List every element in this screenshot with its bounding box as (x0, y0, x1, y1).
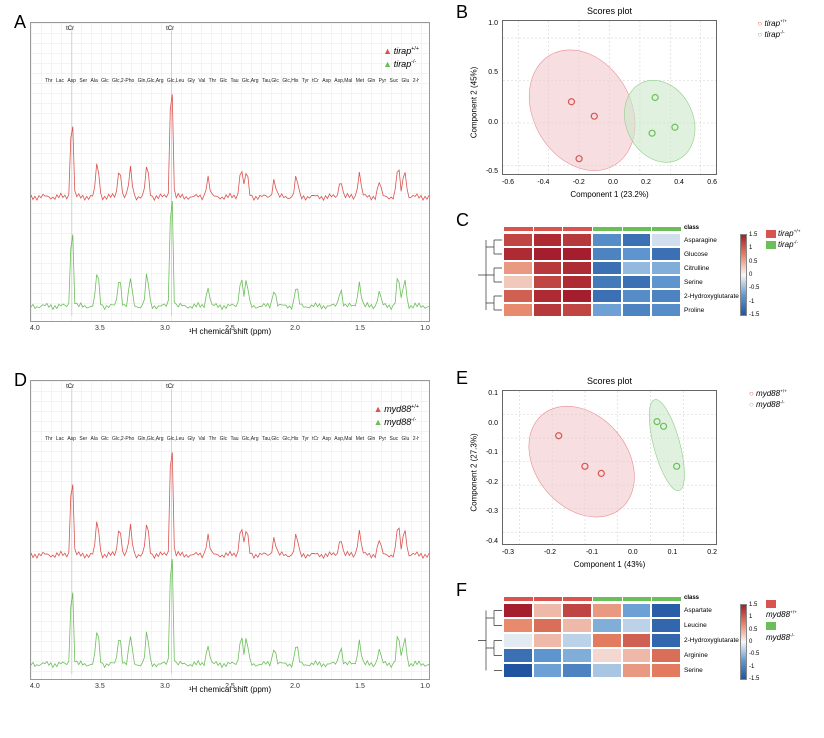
spectra-svg (31, 381, 429, 679)
panel-label-E: E (456, 368, 468, 389)
xticks: -0.6-0.4-0.20.00.20.40.6 (502, 179, 717, 186)
heatmap-grid (502, 232, 682, 318)
heatmap-grid (502, 602, 682, 679)
plot-title: Scores plot (587, 6, 632, 16)
yticks: -0.50.00.51.0 (482, 20, 498, 175)
colorbar (740, 234, 747, 316)
xticks: -0.3-0.2-0.10.00.10.2 (502, 549, 717, 556)
colorbar-ticks: 1.510.50-0.5-1-1.5 (749, 602, 759, 682)
plot-area: ▲ tirap+/+▲ tirap-/- Thr Lac Asp Ser Ala… (30, 22, 430, 322)
heatmap-panel-C: class AsparagineGlucoseCitrullineSerine2… (476, 226, 806, 326)
legend: ▲ tirap+/+▲ tirap-/- (383, 45, 419, 70)
plot-area (502, 390, 717, 545)
plot-area (502, 20, 717, 175)
panel-label-D: D (14, 370, 27, 391)
xlabel: ¹H chemical shift (ppm) (189, 327, 271, 336)
scores-panel-B: Scores plot -0.6-0.4-0.20.00.20.40.6 -0.… (502, 20, 717, 175)
class-label: class (684, 225, 699, 231)
xlabel: ¹H chemical shift (ppm) (189, 685, 271, 694)
xlabel: Component 1 (43%) (574, 560, 646, 569)
class-label: class (684, 595, 699, 601)
ylabel: Component 2 (45%) (470, 66, 479, 138)
row-labels: AspartateLeucine2-HydroxyglutarateArgini… (684, 603, 739, 678)
class-legend: myd88+/+myd88-/- (766, 598, 806, 643)
xlabel: Component 1 (23.2%) (570, 190, 648, 199)
plot-area: ▲ myd88+/+▲ myd88-/- Thr Lac Asp Ser Ala… (30, 380, 430, 680)
peak-labels: Thr Lac Asp Ser Ala Glc Glc,2-Pho Gln,Gl… (45, 78, 419, 84)
panel-label-A: A (14, 12, 26, 33)
nmr-panel-D: ▲ myd88+/+▲ myd88-/- Thr Lac Asp Ser Ala… (30, 380, 430, 680)
scores-panel-E: Scores plot -0.3-0.2-0.10.00.10.2 -0.4-0… (502, 390, 717, 545)
dendrogram (476, 233, 502, 317)
legend: ▲ myd88+/+▲ myd88-/- (374, 403, 419, 428)
colorbar-ticks: 1.510.50-0.5-1-1.5 (749, 232, 759, 318)
peak-labels: Thr Lac Asp Ser Ala Glc Glc,2-Pho Gln,Gl… (45, 436, 419, 442)
scores-svg (503, 21, 716, 174)
peak-label: tCr (66, 26, 74, 32)
panel-label-F: F (456, 580, 467, 601)
nmr-panel-A: ▲ tirap+/+▲ tirap-/- Thr Lac Asp Ser Ala… (30, 22, 430, 322)
scores-svg (503, 391, 716, 544)
panel-label-B: B (456, 2, 468, 23)
dendrogram (476, 603, 502, 678)
ylabel: Component 2 (27.3%) (470, 433, 479, 511)
colorbar (740, 604, 747, 680)
legend: ○ myd88+/+○ myd88-/- (749, 388, 787, 410)
peak-label: tCr (166, 384, 174, 390)
legend: ○ tirap+/+○ tirap-/- (757, 18, 787, 40)
spectra-svg (31, 23, 429, 321)
plot-title: Scores plot (587, 376, 632, 386)
panel-label-C: C (456, 210, 469, 231)
peak-label: tCr (166, 26, 174, 32)
row-labels: AsparagineGlucoseCitrullineSerine2-Hydro… (684, 233, 739, 317)
class-legend: tirap+/+tirap-/- (766, 228, 801, 250)
yticks: -0.4-0.3-0.2-0.10.00.1 (482, 390, 498, 545)
heatmap-panel-F: class AspartateLeucine2-Hydroxyglutarate… (476, 596, 806, 696)
peak-label: tCr (66, 384, 74, 390)
